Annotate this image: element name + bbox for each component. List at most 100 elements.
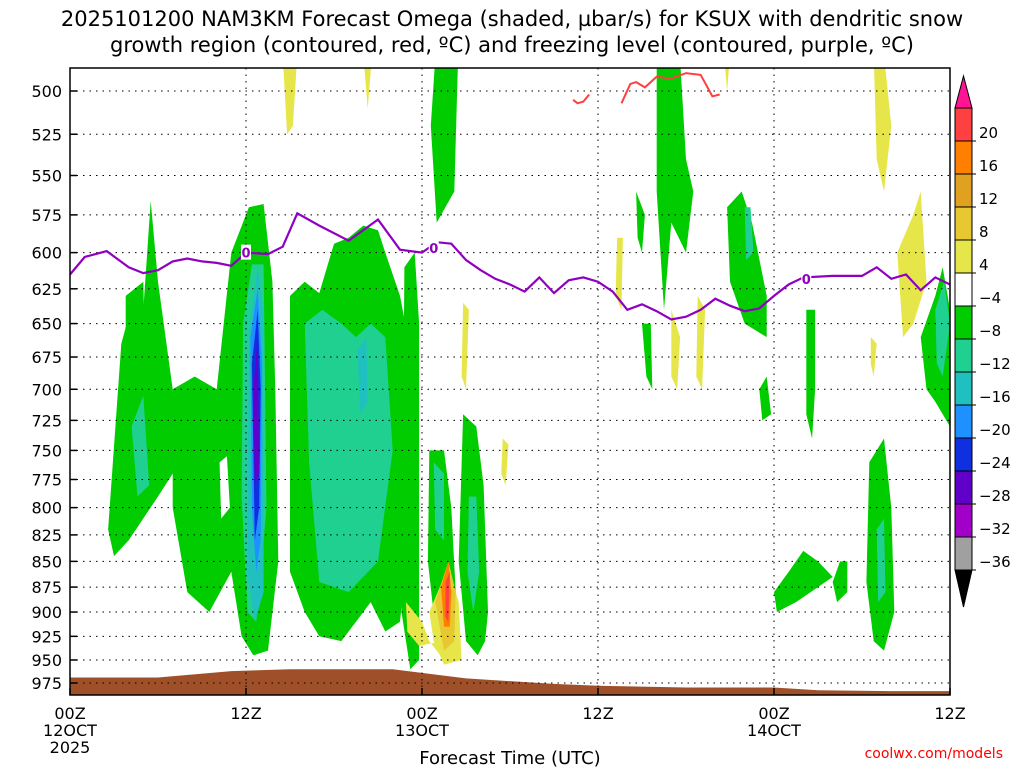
y-tick-label-550: 550 <box>31 166 62 185</box>
omega-region-9 <box>253 337 260 486</box>
terrain <box>70 669 950 695</box>
colorbar-swatch-13 <box>954 536 973 571</box>
omega-region-12 <box>357 337 368 415</box>
omega-region-43 <box>874 68 892 192</box>
omega-region-23 <box>445 571 450 622</box>
x-tick-label-0-1: 12OCT <box>43 721 97 740</box>
colorbar-label-11: −28 <box>979 487 1011 505</box>
omega-region-16 <box>433 462 444 541</box>
y-tick-label-750: 750 <box>31 441 62 460</box>
x-tick-label-60-0: 12Z <box>934 704 965 723</box>
grid <box>70 68 950 695</box>
omega-region-24 <box>461 302 469 390</box>
x-tick-label-0-0: 00Z <box>54 704 85 723</box>
x-tick-label-24-0: 00Z <box>406 704 437 723</box>
omega-region-35 <box>744 207 754 260</box>
freezing-label-0: 0 <box>241 247 250 262</box>
omega-region-11 <box>304 309 393 593</box>
omega-region-30 <box>642 323 653 390</box>
y-tick-label-500: 500 <box>31 82 62 101</box>
omega-region-14 <box>430 68 458 223</box>
omega-region-39 <box>774 550 833 612</box>
y-tick-label-975: 975 <box>31 674 62 693</box>
freezing-level-contour: 0 0 0 <box>70 211 950 321</box>
y-tick-label-775: 775 <box>31 470 62 489</box>
chart-title-line-1: 2025101200 NAM3KM Forecast Omega (shaded… <box>61 7 963 31</box>
colorbar-swatch-7 <box>954 338 973 373</box>
colorbar-bottom-arrow <box>954 569 973 608</box>
y-tick-label-950: 950 <box>31 651 62 670</box>
colorbar-top-arrow <box>954 74 973 109</box>
colorbar-swatch-12 <box>954 503 973 538</box>
colorbar-label-0: 20 <box>979 124 998 142</box>
y-tick-label-825: 825 <box>31 526 62 545</box>
chart-title-line-2: growth region (contoured, red, ºC) and f… <box>110 33 914 57</box>
colorbar-label-1: 16 <box>979 157 998 175</box>
y-tick-label-600: 600 <box>31 244 62 263</box>
omega-region-45 <box>870 337 877 377</box>
dendritic-contour-1 <box>620 72 720 104</box>
omega-region-17 <box>405 602 444 660</box>
omega-region-47 <box>935 281 950 377</box>
y-tick-label-675: 675 <box>31 348 62 367</box>
colorbar-swatch-3 <box>954 206 973 241</box>
y-axis: 500 525 550 575 600 625 650 675 700 725 750 775 800 8… <box>31 82 77 693</box>
colorbar-swatch-0 <box>954 107 973 142</box>
y-tick-label-725: 725 <box>31 411 62 430</box>
y-tick-label-625: 625 <box>31 280 62 299</box>
x-tick-label-48-1: 14OCT <box>747 721 801 740</box>
y-tick-label-525: 525 <box>31 125 62 144</box>
colorbar-swatch-10 <box>954 437 973 472</box>
freezing-label-bg-1 <box>428 240 439 256</box>
colorbar-label-3: 8 <box>979 223 989 241</box>
omega-region-27 <box>364 68 372 109</box>
colorbar-swatch-8 <box>954 371 973 406</box>
y-tick-label-850: 850 <box>31 552 62 571</box>
colorbar-swatch-4 <box>954 239 973 274</box>
colorbar-label-4: 4 <box>979 256 989 274</box>
terrain-surface <box>70 669 950 695</box>
omega-region-44 <box>897 191 927 338</box>
colorbar: 20 16 12 8 4 −4 −8 −12 −16 −20 −24 −28 −32 −36 <box>954 74 1011 608</box>
freezing-label-1: 0 <box>429 242 438 257</box>
colorbar-label-7: −12 <box>979 355 1011 373</box>
x-tick-label-24-1: 13OCT <box>395 721 449 740</box>
omega-region-19 <box>467 496 480 612</box>
colorbar-swatch-11 <box>954 470 973 505</box>
x-tick-label-0-2: 2025 <box>50 738 91 757</box>
omega-region-40 <box>832 561 848 603</box>
omega-region-33 <box>696 295 706 390</box>
omega-region-4 <box>219 456 230 519</box>
omega-region-38 <box>806 309 816 439</box>
plot-frame <box>69 67 951 696</box>
dendritic-zone-contour <box>572 72 720 105</box>
colorbar-label-6: −8 <box>979 322 1001 340</box>
colorbar-label-12: −32 <box>979 520 1011 538</box>
plot-area: 0 0 0 <box>70 68 950 695</box>
credit-text: coolwx.com/models <box>865 746 1003 762</box>
freezing-level-line <box>70 211 950 321</box>
colorbar-swatch-6 <box>954 305 973 340</box>
omega-region-13 <box>401 252 420 670</box>
colorbar-swatch-1 <box>954 140 973 175</box>
omega-region-31 <box>656 68 694 310</box>
colorbar-label-10: −24 <box>979 454 1011 472</box>
y-tick-label-925: 925 <box>31 627 62 646</box>
omega-region-26 <box>283 68 297 135</box>
omega-region-34 <box>727 191 767 338</box>
omega-region-29 <box>636 191 645 253</box>
omega-region-42 <box>876 518 886 603</box>
y-tick-label-800: 800 <box>31 499 62 518</box>
colorbar-label-2: 12 <box>979 190 998 208</box>
omega-region-37 <box>759 376 772 421</box>
colorbar-swatch-5 <box>954 272 973 307</box>
colorbar-label-8: −16 <box>979 388 1011 406</box>
omega-region-28 <box>615 237 623 310</box>
y-tick-label-650: 650 <box>31 315 62 334</box>
omega-region-36 <box>725 68 729 91</box>
x-tick-label-12-0: 12Z <box>230 704 261 723</box>
y-tick-label-700: 700 <box>31 380 62 399</box>
colorbar-label-9: −20 <box>979 421 1011 439</box>
